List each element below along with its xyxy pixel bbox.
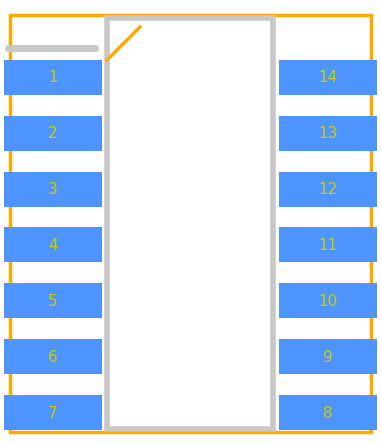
Text: 4: 4 <box>48 238 58 253</box>
Text: 2: 2 <box>48 126 58 140</box>
Text: 8: 8 <box>323 405 333 420</box>
Bar <box>107 18 273 429</box>
Bar <box>4 171 102 206</box>
Text: 9: 9 <box>323 349 333 365</box>
Bar <box>279 59 377 95</box>
Bar <box>279 115 377 151</box>
Text: 1: 1 <box>48 70 58 84</box>
Bar <box>279 171 377 206</box>
Bar <box>279 227 377 262</box>
Text: 7: 7 <box>48 405 58 420</box>
Text: 3: 3 <box>48 182 58 197</box>
Bar <box>4 396 102 431</box>
Text: 5: 5 <box>48 293 58 309</box>
Text: 12: 12 <box>319 182 338 197</box>
Bar <box>279 284 377 318</box>
Bar <box>279 396 377 431</box>
Text: 14: 14 <box>319 70 338 84</box>
Text: 13: 13 <box>318 126 338 140</box>
Bar <box>4 59 102 95</box>
Bar <box>279 340 377 374</box>
Bar <box>4 284 102 318</box>
Bar <box>4 340 102 374</box>
Text: 11: 11 <box>319 238 338 253</box>
Bar <box>4 227 102 262</box>
Text: 6: 6 <box>48 349 58 365</box>
Text: 10: 10 <box>319 293 338 309</box>
Bar <box>4 115 102 151</box>
